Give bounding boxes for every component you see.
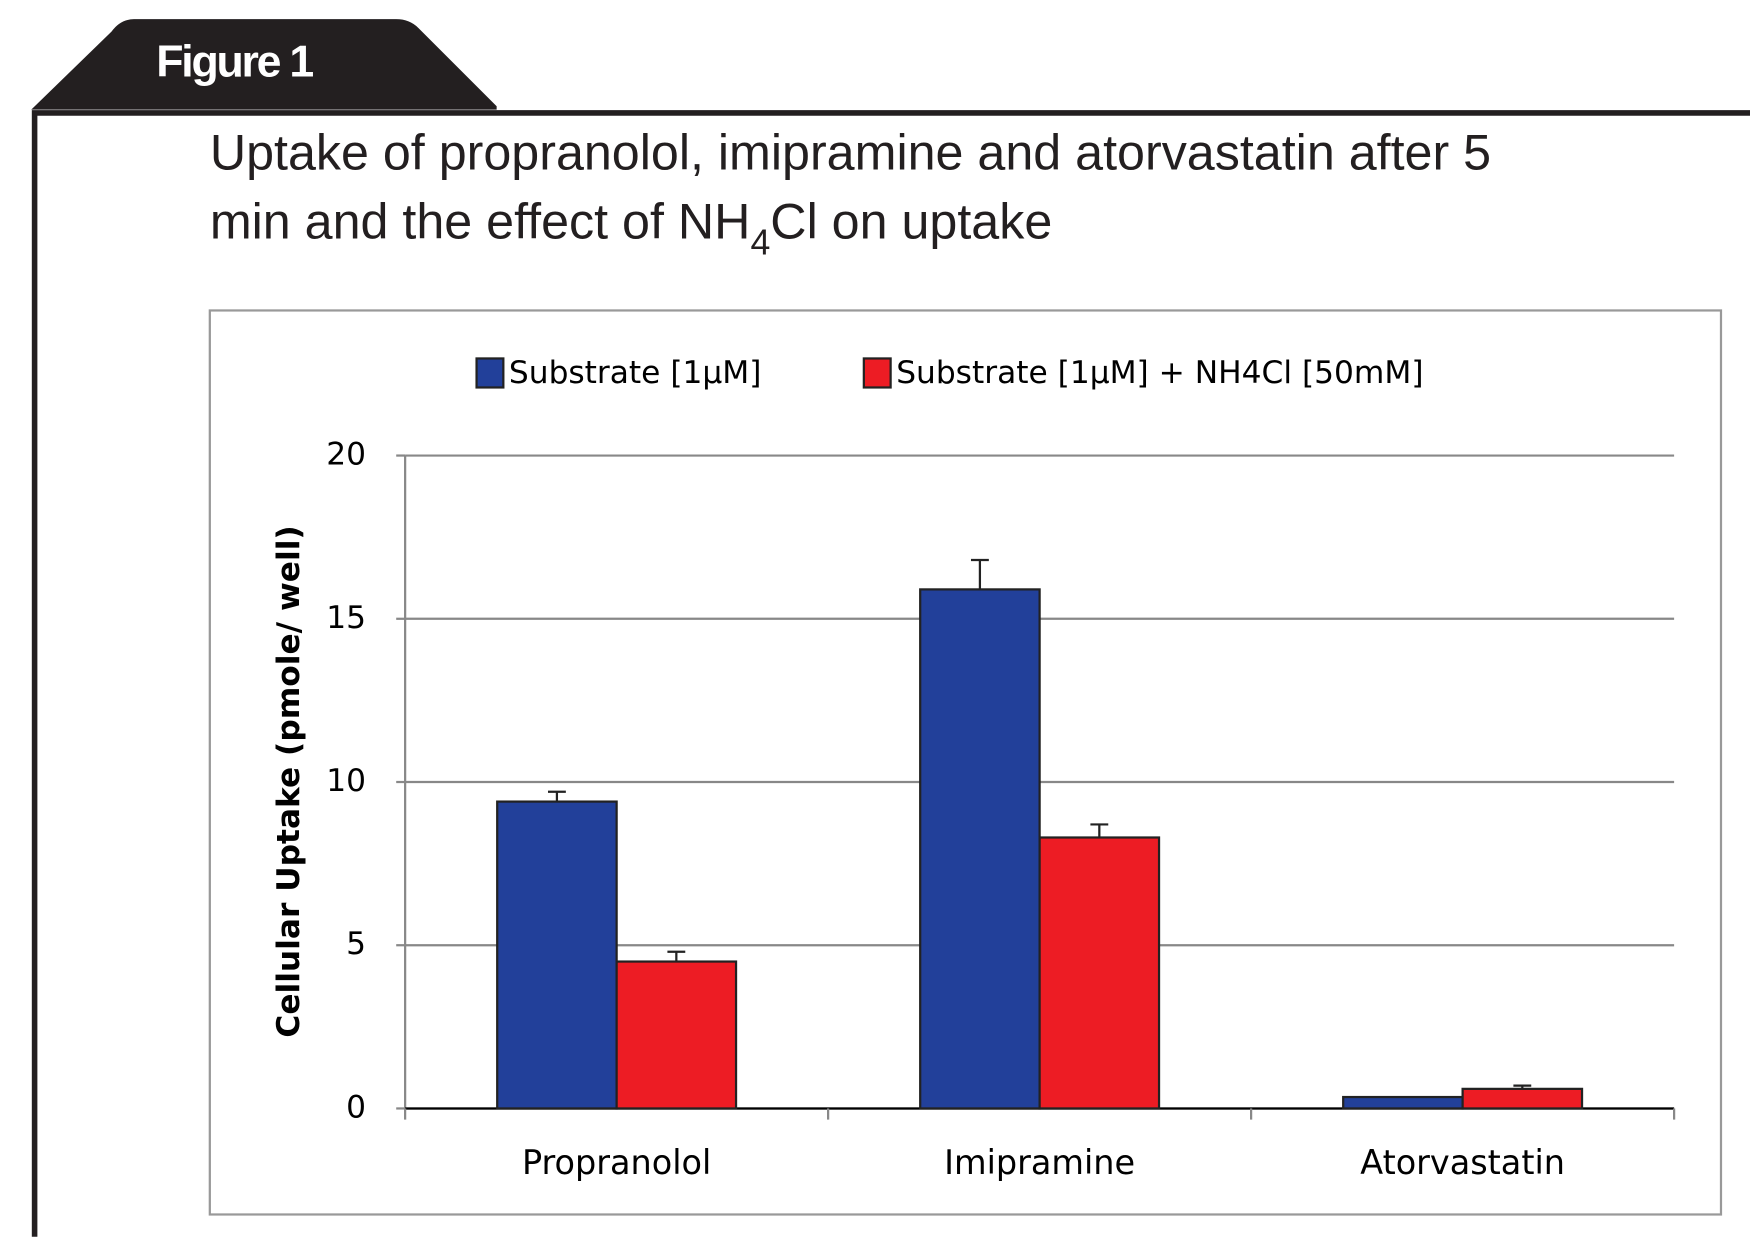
bar xyxy=(1038,836,1161,1110)
chart-title: min and the effect of NH4Cl on uptake xyxy=(210,194,1052,263)
chart-title: Uptake of propranolol, imipramine and at… xyxy=(210,125,1491,181)
bar xyxy=(615,960,738,1110)
title-subscript: 4 xyxy=(750,223,770,263)
error-bar xyxy=(667,950,686,962)
figure-frame xyxy=(31,110,1750,1237)
bar xyxy=(919,588,1041,1110)
legend-swatch xyxy=(862,357,892,389)
figure-tab xyxy=(31,19,497,110)
bar xyxy=(496,800,618,1110)
error-bar xyxy=(1513,1084,1532,1089)
y-tick-label: 15 xyxy=(326,600,366,636)
legend-swatch xyxy=(475,357,505,389)
bar xyxy=(1342,1095,1464,1110)
error-bar xyxy=(547,790,566,802)
x-tick-label: Imipramine xyxy=(944,1143,1135,1182)
figure-label: Figure 1 xyxy=(156,38,313,87)
x-tick-label: Propranolol xyxy=(522,1143,711,1182)
legend-label: Substrate [1µM] + NH4Cl [50mM] xyxy=(896,355,1423,391)
x-tick-label: Atorvastatin xyxy=(1360,1143,1565,1182)
bar xyxy=(1461,1087,1584,1110)
y-tick-label: 0 xyxy=(346,1089,366,1125)
error-bar xyxy=(1090,823,1109,838)
title-part: Cl on uptake xyxy=(770,194,1052,250)
y-tick-label: 20 xyxy=(326,437,366,473)
title-part: min and the effect of NH xyxy=(210,194,751,250)
error-bar xyxy=(970,558,989,590)
y-tick-label: 5 xyxy=(346,926,366,962)
legend-label: Substrate [1µM] xyxy=(509,355,762,391)
y-axis-label: Cellular Uptake (pmole/ well) xyxy=(271,525,307,1037)
y-tick-label: 10 xyxy=(326,763,366,799)
